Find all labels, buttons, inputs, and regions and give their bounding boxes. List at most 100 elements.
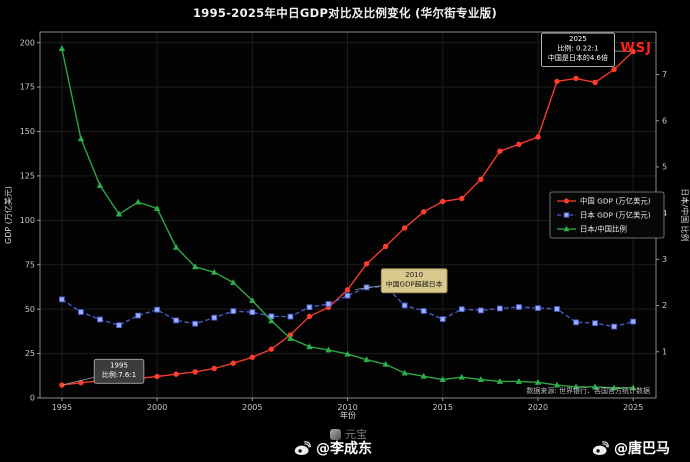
data-point <box>535 134 541 140</box>
data-point <box>249 296 256 303</box>
author-handle-right[interactable]: @唐巴马 <box>592 438 670 458</box>
data-point <box>496 377 504 384</box>
data-point <box>401 369 408 376</box>
annotation-text: 1995 <box>110 362 128 370</box>
tick-label-left: 200 <box>20 38 35 47</box>
data-point <box>611 323 617 330</box>
legend-frame <box>549 191 665 239</box>
data-point <box>344 287 351 293</box>
tick-label-bottom: 2015 <box>433 403 453 412</box>
data-point <box>382 360 389 367</box>
data-point <box>230 308 237 314</box>
tick-label-left: 75 <box>25 260 35 269</box>
data-point <box>629 384 637 391</box>
data-point <box>401 225 408 231</box>
tick-label-left: 175 <box>20 83 35 92</box>
data-point <box>172 243 180 250</box>
data-point <box>554 306 560 312</box>
tick-label-bottom: 2025 <box>623 403 643 412</box>
data-point <box>153 205 161 211</box>
data-point <box>630 318 636 325</box>
data-point <box>268 317 275 324</box>
tick-label-bottom: 2010 <box>337 403 357 412</box>
data-point <box>515 377 523 384</box>
data-point <box>610 384 618 391</box>
legend-item-japan-china-ratio[interactable]: 日本/中国比例 <box>557 225 627 234</box>
data-point <box>363 356 370 363</box>
data-point <box>173 317 179 324</box>
yuanbao-logo-icon <box>330 428 341 440</box>
tick-label-right: 6 <box>662 116 667 125</box>
yuanbao-watermark-label: 元宝 <box>345 428 367 441</box>
data-point <box>458 373 465 380</box>
weibo-icon <box>294 440 311 456</box>
data-point <box>325 301 332 307</box>
series-japan-china-ratio <box>58 45 637 391</box>
tick-label-bottom: 2020 <box>528 403 548 412</box>
data-point <box>268 346 275 352</box>
author-handle-left-label: @李成东 <box>316 441 372 457</box>
data-point <box>287 334 294 341</box>
data-point <box>211 365 217 372</box>
tick-label-right: 5 <box>662 163 667 172</box>
data-point <box>249 354 256 361</box>
data-point <box>325 346 332 353</box>
annotation-text: 2025 <box>569 35 587 43</box>
author-handle-right-label: @唐巴马 <box>614 441 670 457</box>
annotation-text: 中国是日本的4.6倍 <box>548 53 608 62</box>
tick-label-right: 4 <box>662 209 667 218</box>
data-point <box>173 371 179 377</box>
data-point <box>592 320 598 327</box>
post-footer: 元宝 @李成东 @唐巴马 <box>0 426 690 462</box>
tick-label-right: 7 <box>662 70 667 79</box>
tick-label-bottom: 1995 <box>52 403 72 412</box>
legend-box: 中国 GDP (万亿美元) 日本 GDP (万亿美元) 日本/中国比例 <box>549 191 665 239</box>
data-point <box>230 278 237 285</box>
data-point <box>306 343 313 350</box>
data-point <box>440 198 446 205</box>
annotation-box <box>93 358 145 384</box>
legend-item-china-gdp[interactable]: 中国 GDP (万亿美元) <box>557 197 651 206</box>
data-point <box>478 176 484 182</box>
legend-label: 日本 GDP (万亿美元) <box>580 211 651 220</box>
tick-label-left: 100 <box>20 216 35 225</box>
data-point <box>420 209 427 215</box>
gdp-comparison-chart: 0 25 50 75 100 125 150 175 200 1 2 3 4 5 6 7 1995 2000 200… <box>3 31 690 420</box>
series-china-gdp <box>59 48 636 388</box>
y-axis-label-left: GDP (万亿美元) <box>3 186 13 244</box>
data-point <box>59 296 65 303</box>
data-point <box>135 312 141 319</box>
data-point <box>439 375 446 382</box>
legend: 中国 GDP (万亿美元) 日本 GDP (万亿美元) 日本/中国比例 <box>549 191 665 239</box>
data-point <box>249 309 256 316</box>
data-point <box>192 320 199 327</box>
data-point <box>563 212 570 218</box>
data-point <box>611 66 617 73</box>
annotation-box <box>380 268 448 294</box>
annotation-text: 2010 <box>405 271 423 279</box>
tick-label-right: 3 <box>662 255 667 264</box>
data-point <box>477 307 484 314</box>
yuanbao-watermark: 元宝 <box>330 426 367 442</box>
series-japan-gdp <box>59 283 636 330</box>
y-axis-label-right: 日本/中国 比例 <box>680 188 690 241</box>
author-handle-left[interactable]: @李成东 <box>294 438 372 458</box>
legend-item-japan-gdp[interactable]: 日本 GDP (万亿美元) <box>557 211 651 220</box>
data-point <box>516 141 522 147</box>
annotation-text: 比例:7.6:1 <box>102 370 136 379</box>
data-point <box>563 198 569 204</box>
tick-label-left: 125 <box>20 172 35 181</box>
data-point <box>192 369 198 375</box>
wsj-watermark: WSJ <box>620 41 652 56</box>
data-series <box>58 45 637 391</box>
data-point <box>77 135 85 142</box>
data-point <box>115 210 123 217</box>
tick-label-left: 50 <box>25 305 35 314</box>
data-point <box>134 198 142 205</box>
data-point <box>344 292 351 299</box>
data-point <box>497 305 503 312</box>
